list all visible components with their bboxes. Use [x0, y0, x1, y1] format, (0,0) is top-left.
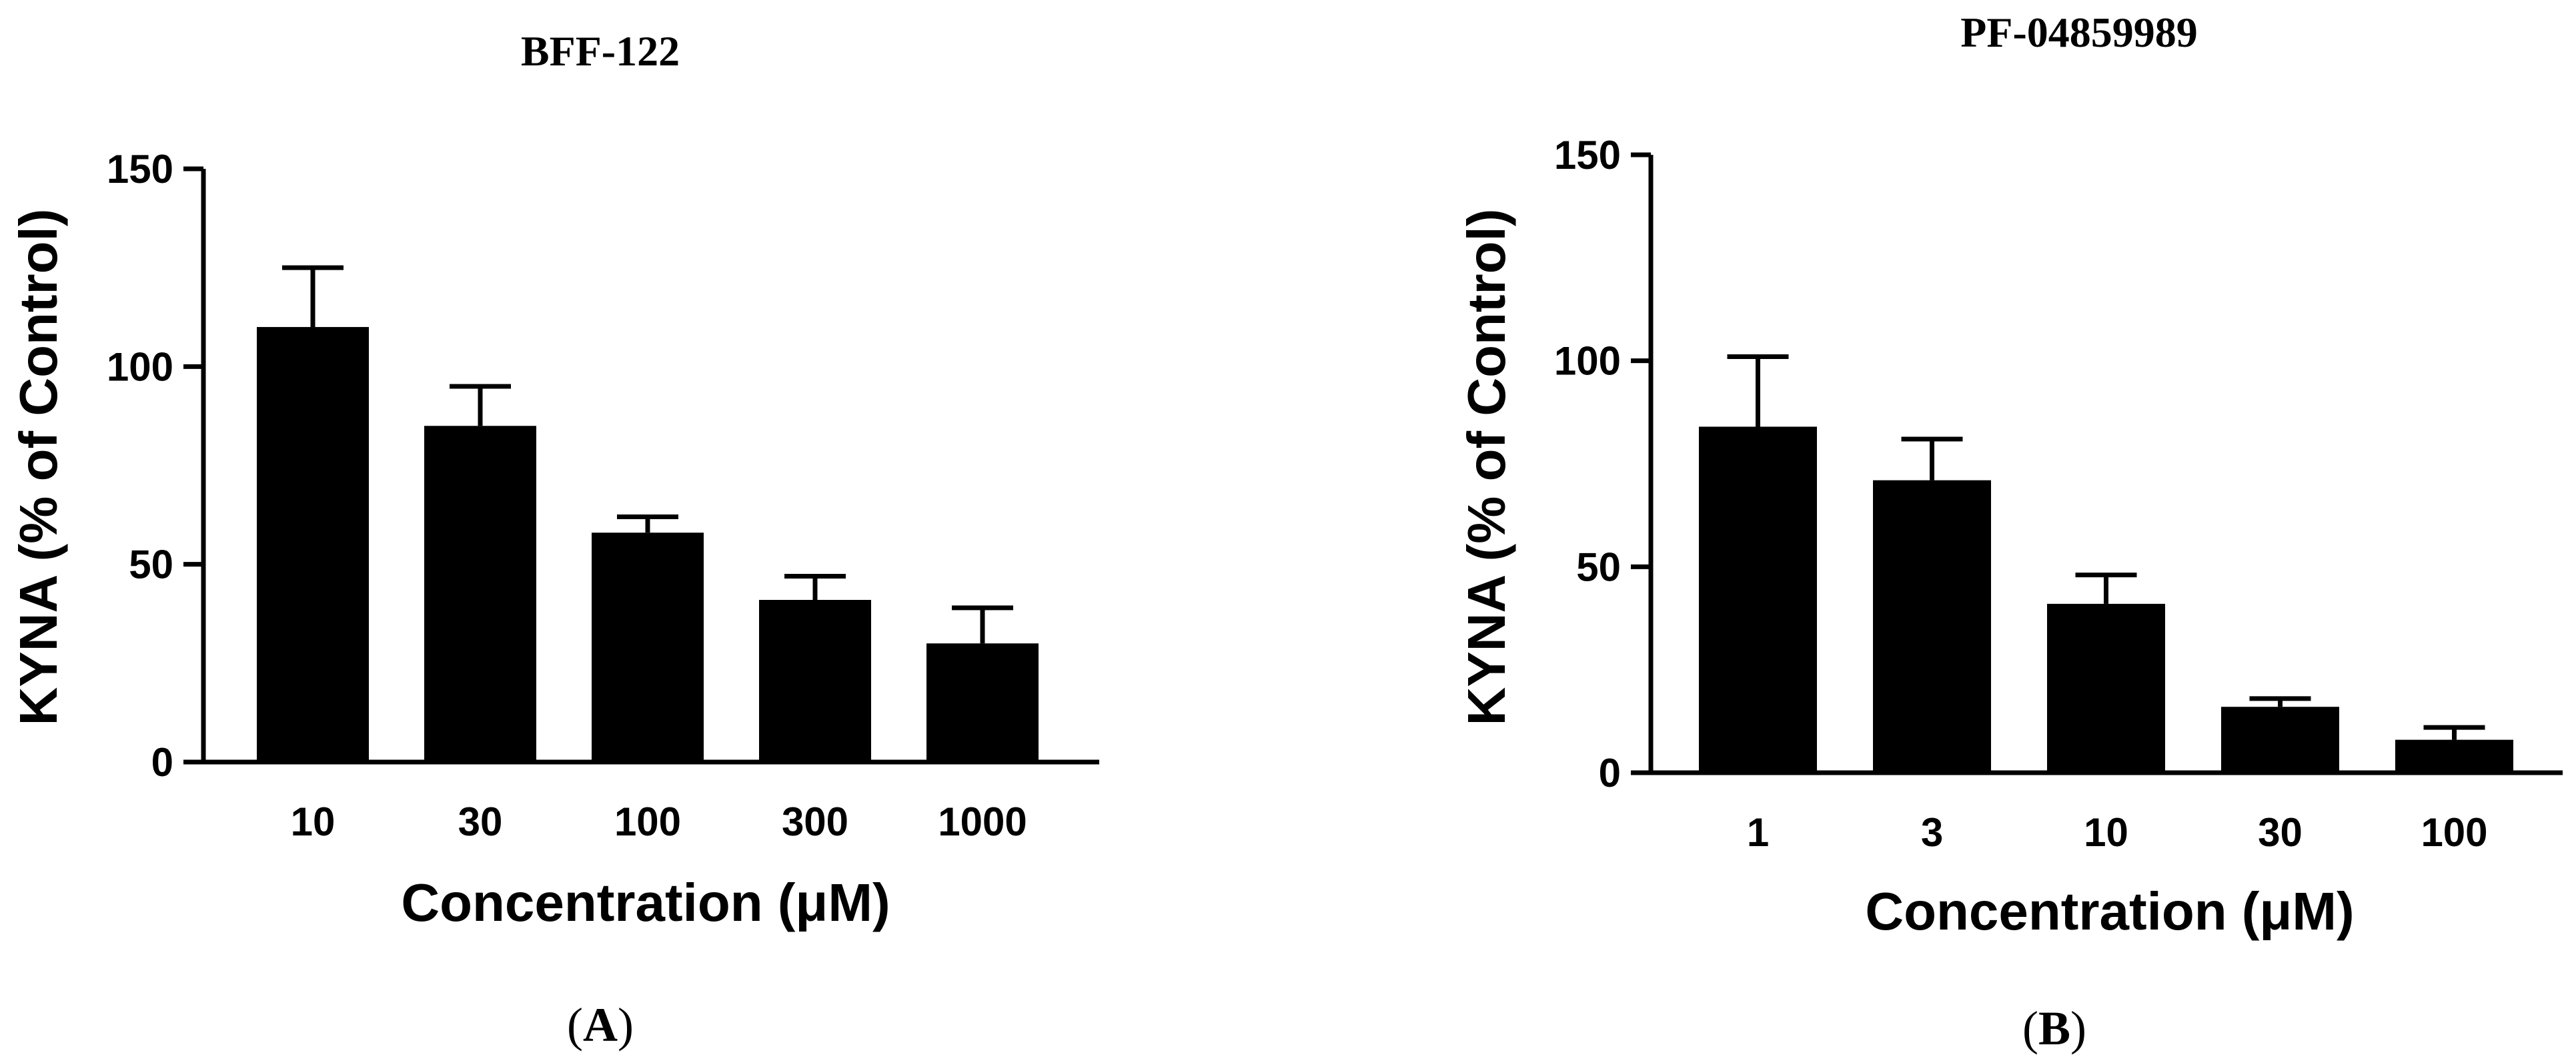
- x-tick-label: 10: [291, 799, 336, 844]
- x-tick-label: 100: [2421, 810, 2487, 855]
- x-tick-label: 100: [614, 799, 681, 844]
- y-tick-label: 0: [1599, 751, 1621, 795]
- chart-title: BFF-122: [521, 27, 680, 75]
- chart-title: PF-04859989: [1960, 9, 2198, 56]
- bar: [257, 327, 369, 763]
- panel-label: (B): [2022, 1002, 2086, 1055]
- x-tick-label: 10: [2084, 810, 2128, 855]
- y-axis-label: KYNA (% of Control): [9, 209, 68, 726]
- chart-panel-b: PF-04859989 0 50 100 150 KYNA (% of Control) 1…: [1457, 9, 2563, 1055]
- x-tick-label: 30: [2258, 810, 2303, 855]
- panel-letter: B: [2038, 1002, 2070, 1055]
- y-tick-label: 0: [151, 740, 173, 785]
- chart-panel-a: BFF-122 0 50 100 150 KYNA (% of Control) 10 30 1…: [9, 27, 1099, 1052]
- bar: [759, 600, 871, 762]
- y-tick-label: 150: [1554, 133, 1621, 178]
- bar: [2047, 603, 2165, 773]
- bar: [1873, 480, 1991, 773]
- x-tick-label: 3: [1921, 810, 1943, 855]
- panel-label: (A): [567, 998, 634, 1052]
- bar: [2395, 739, 2513, 773]
- bar: [592, 533, 704, 762]
- x-tick-label: 1000: [938, 799, 1027, 844]
- bar: [2221, 707, 2339, 773]
- x-tick-label: 30: [458, 799, 503, 844]
- panel-letter: A: [583, 998, 618, 1052]
- y-tick-label: 150: [107, 147, 173, 192]
- x-axis-label: Concentration (μM): [1865, 881, 2354, 941]
- bar: [1699, 426, 1817, 773]
- y-axis-label: KYNA (% of Control): [1457, 209, 1516, 726]
- x-axis-label: Concentration (μM): [401, 873, 890, 932]
- y-tick-label: 100: [107, 344, 173, 389]
- y-tick-label: 100: [1554, 339, 1621, 384]
- x-tick-label: 300: [782, 799, 848, 844]
- bar: [424, 426, 536, 762]
- x-tick-label: 1: [1747, 810, 1769, 855]
- bar: [926, 643, 1039, 762]
- y-tick-label: 50: [129, 543, 173, 587]
- y-tick-label: 50: [1576, 545, 1621, 589]
